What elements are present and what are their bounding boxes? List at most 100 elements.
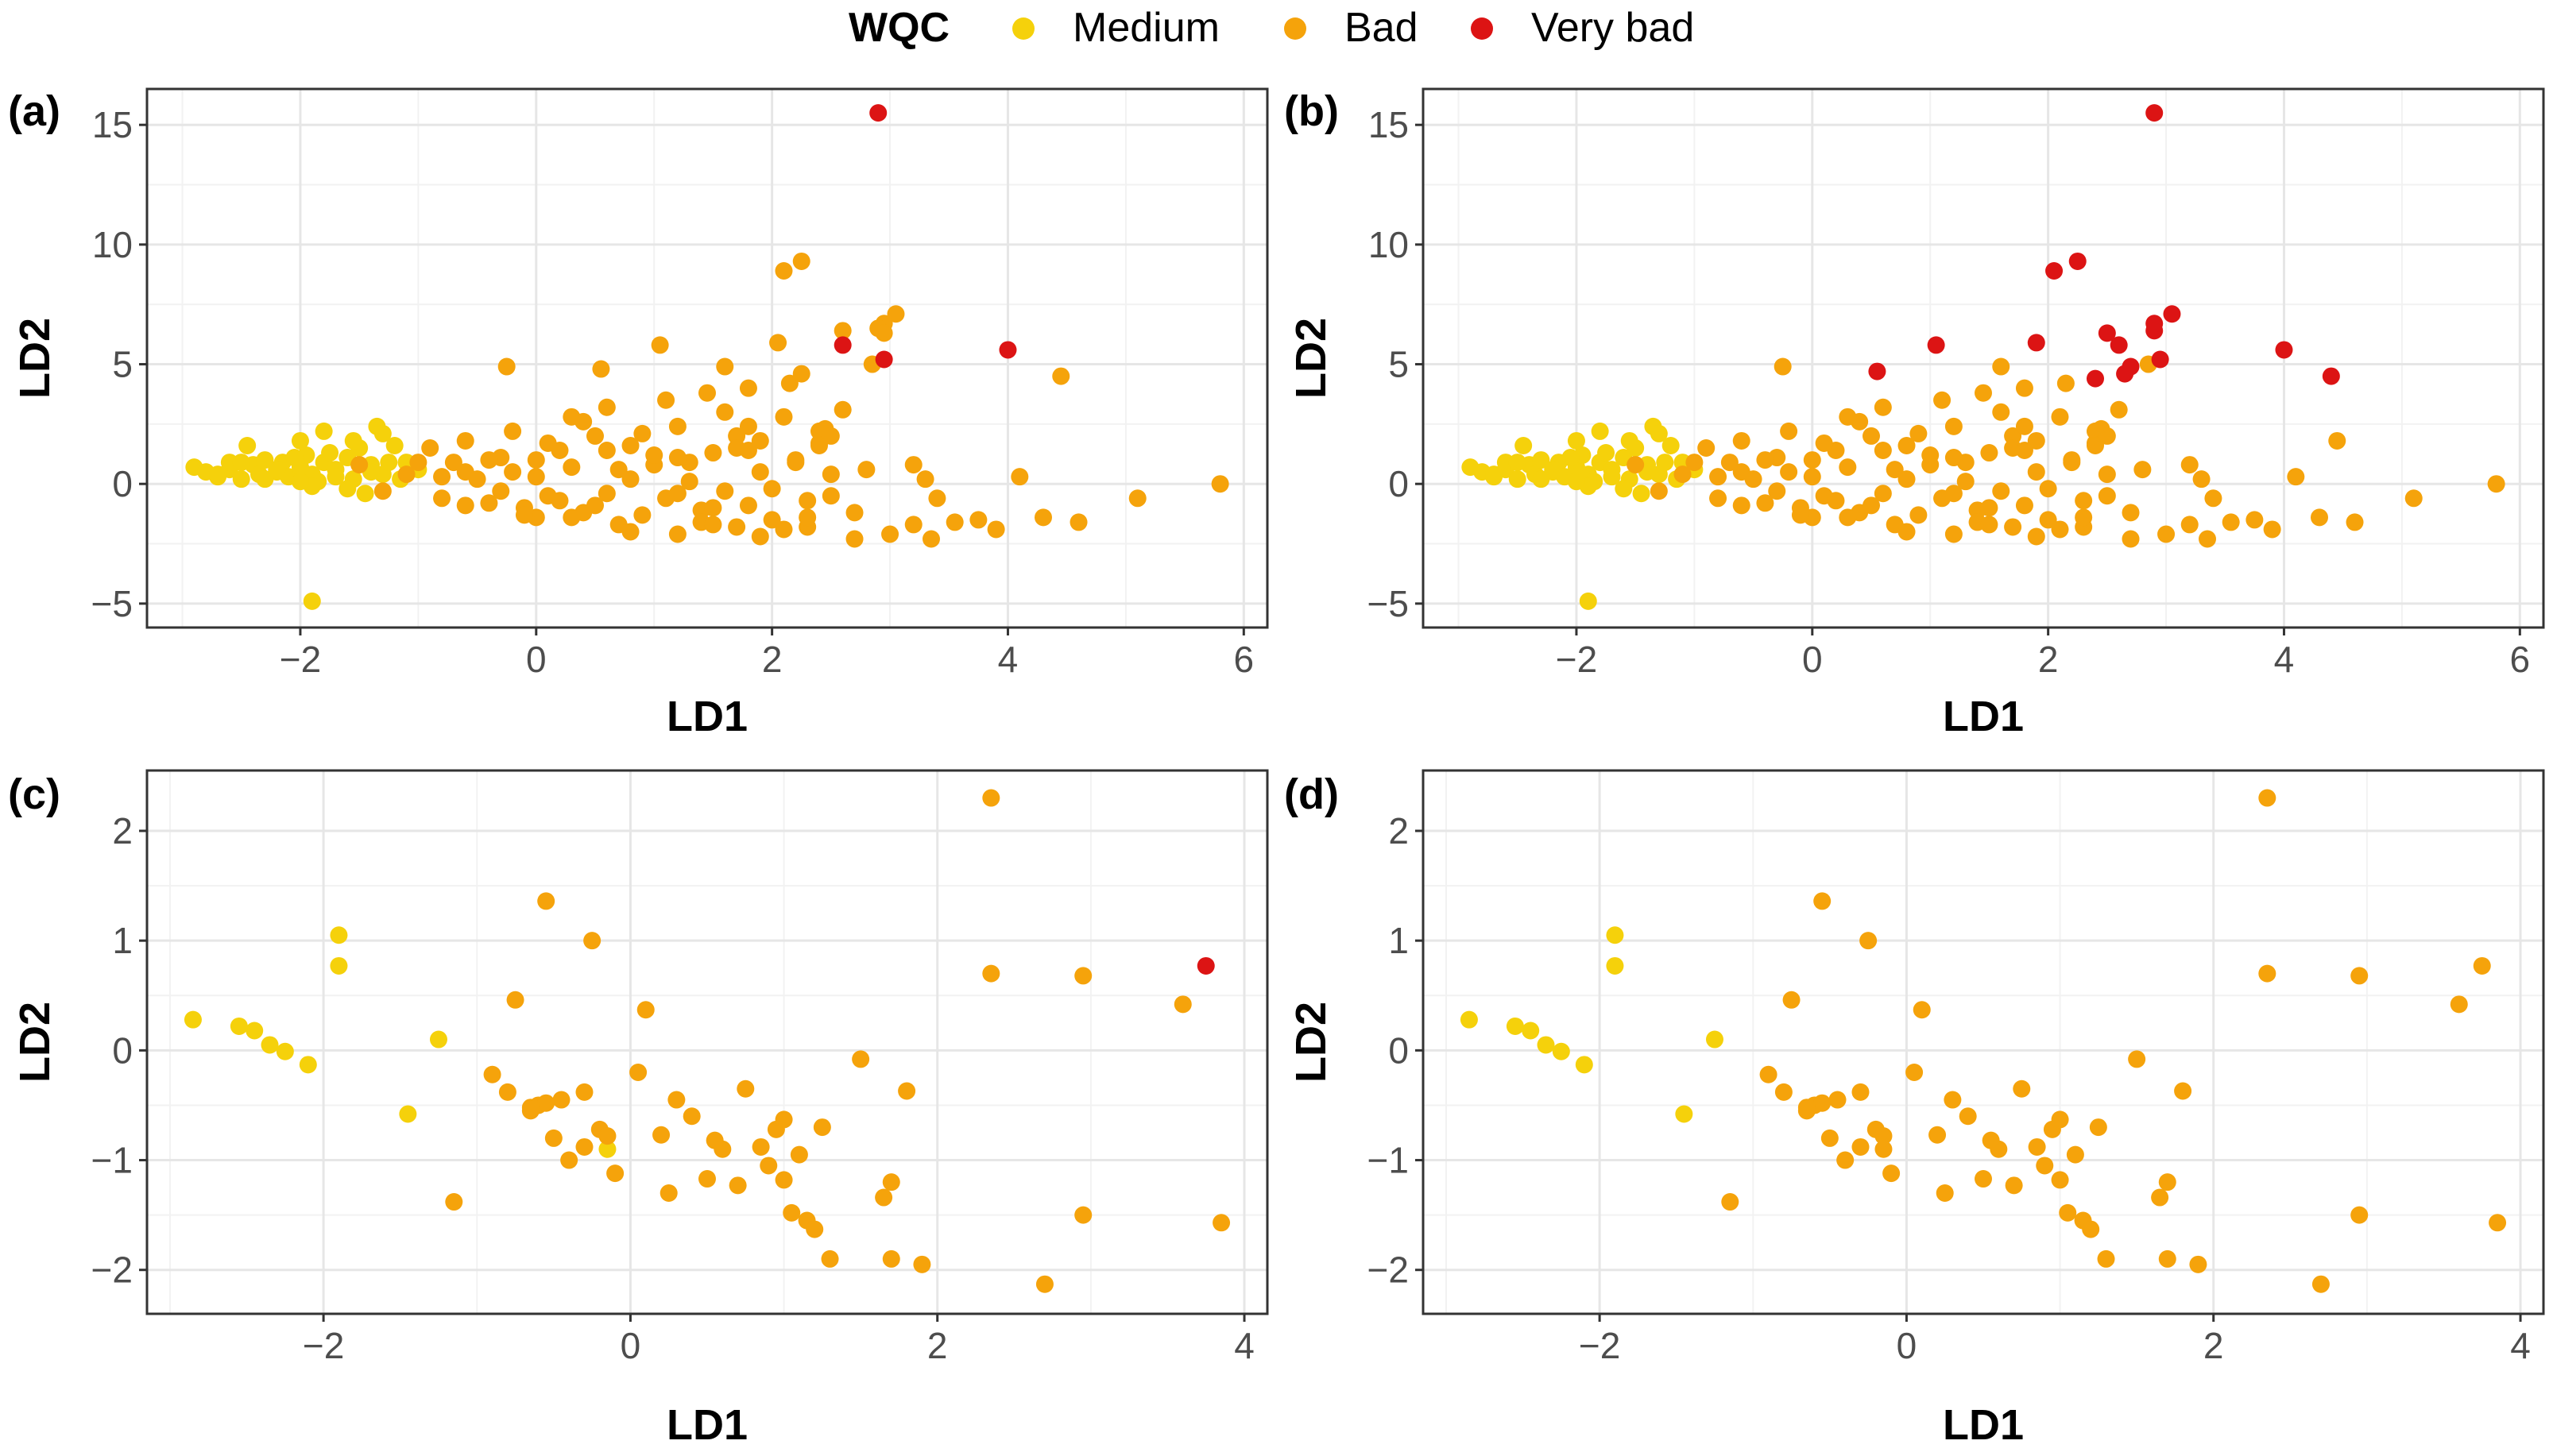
data-point <box>1905 1064 1924 1081</box>
panel-tag: (d) <box>1284 770 1339 818</box>
series-medium <box>1460 926 1723 1123</box>
data-point <box>1620 431 1638 450</box>
data-point <box>256 470 274 489</box>
data-point <box>739 496 757 515</box>
data-point <box>2450 995 2468 1014</box>
data-point <box>1035 1275 1054 1293</box>
data-point <box>2087 369 2104 388</box>
x-tick-label: 4 <box>2510 1325 2531 1366</box>
data-point <box>2089 1118 2107 1137</box>
data-point <box>586 427 604 445</box>
data-point <box>1909 424 1928 442</box>
y-tick-label: 0 <box>112 1029 133 1071</box>
data-point <box>2245 511 2264 529</box>
data-point <box>445 1193 463 1211</box>
data-point <box>539 434 557 452</box>
data-point <box>1975 1170 1992 1188</box>
data-point <box>1859 932 1878 950</box>
data-point <box>928 489 946 508</box>
data-point <box>1603 468 1621 486</box>
data-point <box>527 451 545 469</box>
data-point <box>433 489 451 508</box>
data-point <box>1627 456 1645 474</box>
data-point <box>1928 1126 1947 1144</box>
data-point <box>397 465 416 484</box>
panel-tag: (a) <box>8 87 60 135</box>
series-medium <box>184 926 617 1158</box>
data-point <box>1992 403 2010 421</box>
data-point <box>2110 336 2128 354</box>
data-point <box>2015 496 2033 515</box>
data-point <box>698 1170 716 1188</box>
data-point <box>399 1105 417 1123</box>
scatter-panel-a: −2 0 2 4 6 −5 0 5 10 15 LD1 LD2 (a) <box>8 87 1269 740</box>
data-point <box>1921 446 1940 465</box>
data-point <box>1882 1164 1901 1183</box>
data-point <box>636 1001 655 1019</box>
data-point <box>799 508 817 527</box>
data-point <box>2287 468 2305 486</box>
x-axis-label: LD1 <box>1943 1401 2024 1449</box>
data-point <box>385 436 404 454</box>
data-point <box>752 1137 770 1156</box>
y-tick-label: 2 <box>112 810 133 852</box>
legend-swatch-medium <box>1012 17 1035 40</box>
data-point <box>882 1173 900 1191</box>
data-point <box>1552 1042 1570 1060</box>
data-point <box>1756 451 1774 469</box>
y-tick-label: 10 <box>1368 224 1409 265</box>
y-tick-label: 1 <box>112 920 133 961</box>
data-point <box>775 262 793 280</box>
data-point <box>698 384 716 402</box>
data-point <box>1782 991 1801 1009</box>
y-tick-label: 1 <box>1388 920 1409 961</box>
data-point <box>583 932 602 950</box>
x-tick-label: 2 <box>2038 639 2059 680</box>
data-point <box>810 436 828 454</box>
data-point <box>1980 499 1998 517</box>
data-point <box>2489 1214 2507 1232</box>
y-tick-label: 10 <box>92 224 133 265</box>
y-tick-label: 15 <box>1368 104 1409 145</box>
data-point <box>2027 431 2045 450</box>
y-axis-label: LD2 <box>11 318 59 399</box>
data-point <box>1944 485 1963 503</box>
scatter-panel-c: −2 0 2 4 −2 −1 0 1 2 LD1 LD2 (c) <box>8 769 1269 1449</box>
legend-title: WQC <box>849 5 950 51</box>
data-point <box>1759 1065 1777 1083</box>
data-point <box>668 485 687 503</box>
data-point <box>621 523 640 541</box>
data-point <box>456 431 474 450</box>
data-point <box>1720 454 1739 472</box>
data-point <box>409 454 427 472</box>
x-tick-label: 0 <box>621 1325 641 1366</box>
data-point <box>1803 468 1821 486</box>
data-point <box>321 444 339 462</box>
data-point <box>2122 530 2140 548</box>
y-axis-label: LD2 <box>1287 318 1335 399</box>
data-point <box>1675 1105 1693 1123</box>
data-point <box>2005 1176 2023 1195</box>
data-point <box>1732 463 1750 481</box>
y-axis-label: LD2 <box>1287 1002 1335 1083</box>
data-point <box>780 374 799 392</box>
data-point <box>769 334 787 352</box>
x-tick-label: 4 <box>998 639 1019 680</box>
data-point <box>1791 506 1809 524</box>
series-bad <box>350 252 1229 548</box>
data-point <box>1035 508 1052 527</box>
data-point <box>1897 436 1916 454</box>
y-tick-label: −1 <box>1367 1140 1409 1181</box>
data-point <box>2051 1171 2069 1189</box>
data-point <box>373 424 392 442</box>
data-point <box>1579 592 1597 610</box>
x-tick-label: 2 <box>762 639 783 680</box>
x-tick-label: −2 <box>1556 639 1597 680</box>
x-tick-label: 0 <box>526 639 547 680</box>
data-point <box>598 485 616 503</box>
data-point <box>633 506 652 524</box>
data-point <box>338 480 357 498</box>
data-point <box>716 482 734 500</box>
data-point <box>1992 357 2010 376</box>
data-point <box>1052 367 1070 385</box>
